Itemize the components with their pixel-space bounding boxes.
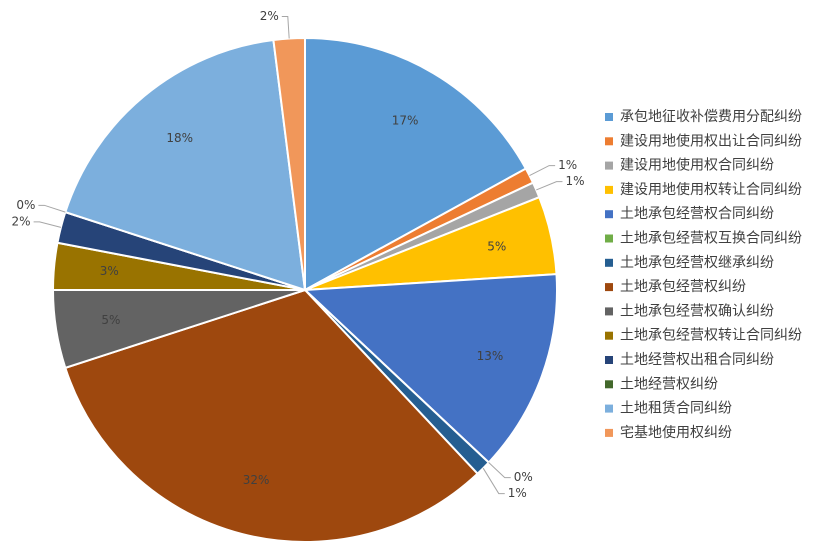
legend-label: 土地承包经营权合同纠纷 [620, 206, 774, 222]
leader-line [38, 204, 66, 213]
legend-swatch [605, 380, 613, 389]
leader-line [281, 16, 290, 39]
legend-label: 土地经营权出租合同纠纷 [620, 352, 774, 368]
legend-swatch [605, 404, 613, 413]
slice-label: 2% [12, 214, 31, 228]
legend-swatch [605, 283, 613, 292]
legend-swatch [605, 210, 613, 219]
legend-swatch [605, 185, 613, 194]
leader-line [488, 462, 511, 479]
slice-label: 17% [392, 113, 419, 127]
slice-label: 1% [558, 158, 577, 172]
leader-line [536, 181, 563, 191]
legend-swatch [605, 258, 613, 267]
legend-swatch [605, 161, 613, 170]
legend-swatch [605, 331, 613, 340]
pie-slice [302, 273, 558, 464]
pie-slice [64, 288, 479, 543]
legend-label: 建设用地使用权转让合同纠纷 [620, 181, 802, 198]
legend-label: 土地承包经营权继承纠纷 [620, 255, 774, 271]
slice-label: 3% [100, 264, 119, 278]
legend-swatch [605, 356, 613, 364]
legend-label: 土地租赁合同纠纷 [620, 401, 732, 417]
legend-label: 承包地征收补偿费用分配纠纷 [620, 109, 802, 125]
legend-swatch [605, 428, 613, 437]
leader-line [33, 221, 62, 228]
legend-label: 土地承包经营权纠纷 [620, 279, 746, 295]
pie-slice [304, 36, 528, 292]
slice-label: 5% [101, 313, 120, 327]
legend-swatch [605, 234, 613, 243]
legend-swatch [605, 307, 613, 316]
pie-slice [64, 38, 307, 292]
legend-swatch [605, 137, 613, 146]
legend-label: 建设用地使用权出让合同纠纷 [620, 132, 802, 149]
legend-label: 土地承包经营权确认纠纷 [620, 303, 774, 319]
slice-label: 5% [487, 240, 506, 254]
legend-label: 土地承包经营权互换合同纠纷 [620, 230, 802, 247]
legend-swatch [605, 113, 613, 121]
slice-label: 1% [508, 486, 527, 500]
slice-label: 13% [477, 349, 504, 363]
leader-line [482, 467, 505, 495]
leader-line [529, 165, 556, 177]
slice-label: 1% [565, 174, 584, 188]
legend-label: 土地经营权纠纷 [620, 376, 718, 392]
slice-label: 0% [16, 198, 35, 212]
slice-label: 18% [166, 131, 193, 145]
legend-label: 宅基地使用权纠纷 [620, 424, 732, 441]
legend-label: 建设用地使用权合同纠纷 [620, 157, 774, 174]
slice-label: 2% [260, 9, 279, 23]
slice-label: 0% [514, 470, 533, 484]
slice-label: 32% [243, 473, 270, 487]
legend-label: 土地承包经营权转让合同纠纷 [620, 328, 802, 344]
